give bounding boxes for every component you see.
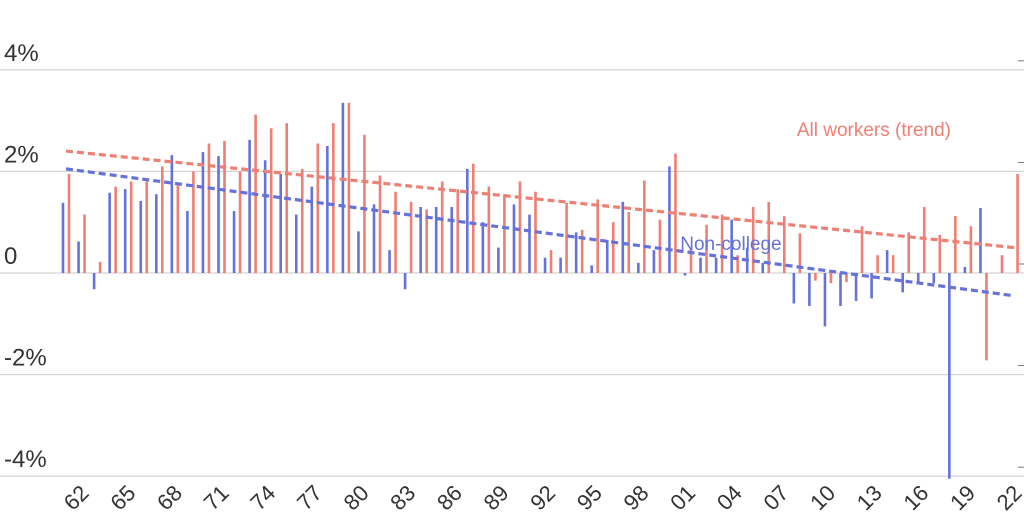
- y-tick-label: -4%: [4, 446, 47, 473]
- annotation-label: All workers (trend): [797, 120, 951, 141]
- x-axis-ticks: 62 65 68 71 74 77 80 83 86 89 92 95 98 01 04 07 10 13 16 19…: [59, 480, 1024, 512]
- x-tick-label: 19: [945, 480, 980, 512]
- x-tick-label: 83: [385, 480, 420, 512]
- y-tick-label: -2%: [4, 345, 47, 372]
- x-tick-label: 07: [759, 480, 794, 512]
- x-tick-label: 71: [199, 480, 234, 512]
- x-tick-label: 16: [898, 480, 933, 512]
- x-tick-label: 04: [712, 480, 747, 512]
- x-tick-label: 10: [805, 480, 840, 512]
- y-tick-label: 4%: [4, 40, 39, 67]
- x-tick-label: 80: [339, 480, 374, 512]
- annotation-label: Non-college: [680, 234, 781, 255]
- noncollege_trend-line: [65, 167, 1015, 298]
- trend-lines: [65, 149, 1015, 298]
- x-tick-label: 68: [152, 480, 187, 512]
- x-tick-label: 95: [572, 480, 607, 512]
- x-tick-label: 22: [992, 480, 1024, 512]
- all_workers_trend-line: [65, 149, 1015, 250]
- annotations: All workers (trend) Non-college: [680, 120, 951, 255]
- x-tick-label: 01: [665, 480, 700, 512]
- x-tick-label: 77: [292, 480, 327, 512]
- y-tick-label: 0: [4, 243, 17, 270]
- x-tick-label: 74: [245, 480, 280, 512]
- x-tick-label: 65: [105, 480, 140, 512]
- x-tick-label: 98: [619, 480, 654, 512]
- x-tick-label: 62: [59, 480, 94, 512]
- y-tick-label: 2%: [4, 141, 39, 168]
- x-tick-label: 89: [479, 480, 514, 512]
- x-tick-label: 86: [432, 480, 467, 512]
- y-axis-ticks: 4% 2% 0 -2% -4%: [4, 40, 47, 473]
- x-tick-label: 13: [852, 480, 887, 512]
- x-tick-label: 92: [525, 480, 560, 512]
- bars: [61, 102, 1019, 479]
